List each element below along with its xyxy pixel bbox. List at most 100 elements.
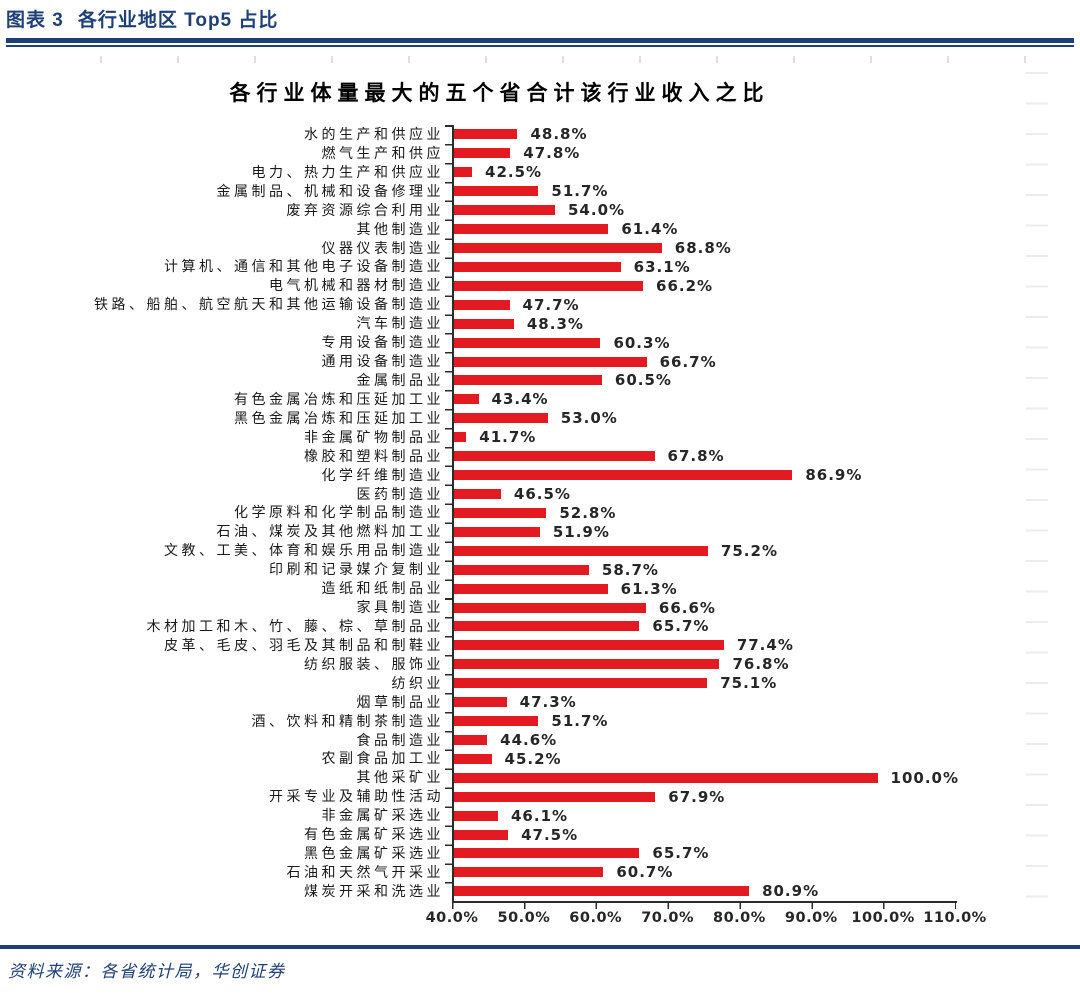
bar — [454, 242, 662, 253]
category-label: 其他制造业 — [356, 220, 444, 237]
bar-value-label: 47.8% — [523, 144, 581, 163]
bar-row: 43.4% — [454, 390, 959, 409]
bar-value-label: 47.3% — [519, 693, 577, 712]
category-label: 木材加工和木、竹、藤、棕、草制品业 — [146, 617, 444, 634]
bar-row: 61.3% — [454, 579, 959, 598]
header-rule-thin — [6, 45, 1074, 47]
bar — [454, 791, 656, 802]
bar-row: 53.0% — [454, 409, 959, 428]
category-label: 计算机、通信和其他电子设备制造业 — [164, 258, 444, 275]
bar — [454, 659, 720, 670]
bar-value-label: 42.5% — [485, 163, 543, 182]
bar-value-label: 68.8% — [674, 238, 732, 257]
source-text: 资料来源：各省统计局，华创证券 — [8, 962, 286, 981]
category-label: 专用设备制造业 — [321, 334, 444, 351]
category-label: 黑色金属矿采选业 — [304, 845, 444, 862]
category-label: 有色金属冶炼和压延加工业 — [234, 390, 444, 407]
bar-value-label: 43.4% — [491, 390, 549, 409]
x-axis-tick-label: 40.0% — [425, 910, 479, 927]
bar — [454, 810, 498, 821]
bar — [454, 545, 708, 556]
category-label: 通用设备制造业 — [321, 353, 444, 370]
category-label: 非金属矿物制品业 — [304, 428, 444, 445]
bar — [454, 413, 548, 424]
bar-row: 66.6% — [454, 598, 959, 617]
bar-value-label: 53.0% — [560, 409, 618, 428]
bar-row: 48.3% — [454, 314, 959, 333]
bar-row: 52.8% — [454, 503, 959, 522]
bar-value-label: 75.2% — [720, 541, 778, 560]
bar-value-label: 86.9% — [805, 466, 863, 485]
y-axis-tick-marks — [445, 125, 452, 902]
category-label: 燃气生产和供应 — [321, 144, 444, 161]
bar — [454, 640, 724, 651]
bar — [454, 564, 589, 575]
category-label: 造纸和纸制品业 — [321, 580, 444, 597]
bar-value-label: 66.7% — [659, 352, 717, 371]
bar-value-label: 60.3% — [613, 333, 671, 352]
bar-row: 42.5% — [454, 163, 959, 182]
category-label: 汽车制造业 — [356, 315, 444, 332]
bar-row: 47.5% — [454, 825, 959, 844]
category-label: 农副食品加工业 — [321, 750, 444, 767]
bar-value-label: 75.1% — [720, 674, 778, 693]
bar-row: 60.7% — [454, 863, 959, 882]
bar — [454, 167, 473, 178]
footer-rule — [0, 945, 1080, 949]
bar-value-label: 77.4% — [736, 636, 794, 655]
bar-row: 100.0% — [454, 768, 959, 787]
bar-row: 86.9% — [454, 466, 959, 485]
category-label: 金属制品业 — [356, 371, 444, 388]
bar-value-label: 65.7% — [652, 617, 710, 636]
bar-value-label: 48.8% — [530, 125, 588, 144]
bar-value-label: 60.7% — [616, 863, 674, 882]
bar-row: 75.1% — [454, 674, 959, 693]
bar-row: 51.7% — [454, 712, 959, 731]
bar-row: 44.6% — [454, 731, 959, 750]
bar-row: 61.4% — [454, 220, 959, 239]
bar — [454, 602, 646, 613]
bar — [454, 470, 793, 481]
figure-title: 各行业地区 Top5 占比 — [77, 10, 279, 31]
bar-row: 67.9% — [454, 787, 959, 806]
category-label: 文教、工美、体育和娱乐用品制造业 — [164, 542, 444, 559]
bar-value-label: 47.7% — [522, 295, 580, 314]
bar-value-label: 51.9% — [552, 522, 610, 541]
bar-value-label: 100.0% — [890, 768, 959, 787]
x-axis-tick-marks — [452, 903, 956, 910]
bar-row: 51.9% — [454, 522, 959, 541]
source-footer: 资料来源：各省统计局，华创证券 — [0, 945, 1080, 982]
category-label: 开采专业及辅助性活动 — [269, 788, 444, 805]
category-label: 非金属矿采选业 — [321, 807, 444, 824]
bar-row: 54.0% — [454, 201, 959, 220]
faint-top-tick-marks — [100, 56, 1040, 63]
chart-title: 各行业体量最大的五个省合计该行业收入之比 — [229, 82, 770, 105]
bar-row: 47.7% — [454, 295, 959, 314]
bar-row: 76.8% — [454, 655, 959, 674]
bar-row: 47.3% — [454, 693, 959, 712]
bar-value-label: 58.7% — [601, 560, 659, 579]
bar-value-label: 51.7% — [551, 182, 609, 201]
bar — [454, 318, 514, 329]
category-label: 煤炭开采和洗选业 — [304, 882, 444, 899]
category-label: 石油、煤炭及其他燃料加工业 — [216, 523, 444, 540]
bar-value-label: 80.9% — [762, 882, 820, 901]
bar-value-label: 46.1% — [511, 806, 569, 825]
bar — [454, 488, 501, 499]
x-axis-tick-label: 110.0% — [923, 910, 987, 927]
bar — [454, 772, 878, 783]
bar — [454, 394, 479, 405]
category-label: 废弃资源综合利用业 — [286, 201, 444, 218]
x-axis-tick-label: 50.0% — [497, 910, 551, 927]
bar — [454, 205, 555, 216]
bar — [454, 753, 492, 764]
bar — [454, 129, 518, 140]
bar-row: 46.1% — [454, 806, 959, 825]
bar-value-label: 48.3% — [526, 314, 584, 333]
bar-row: 77.4% — [454, 636, 959, 655]
bar — [454, 678, 708, 689]
bar-row: 63.1% — [454, 257, 959, 276]
bar — [454, 867, 604, 878]
plot-area: 48.8% 47.8% 42.5% 51.7% 54.0% 61.4% 68.8% 63.1%… — [445, 125, 959, 902]
category-label: 酒、饮料和精制茶制造业 — [251, 712, 444, 729]
